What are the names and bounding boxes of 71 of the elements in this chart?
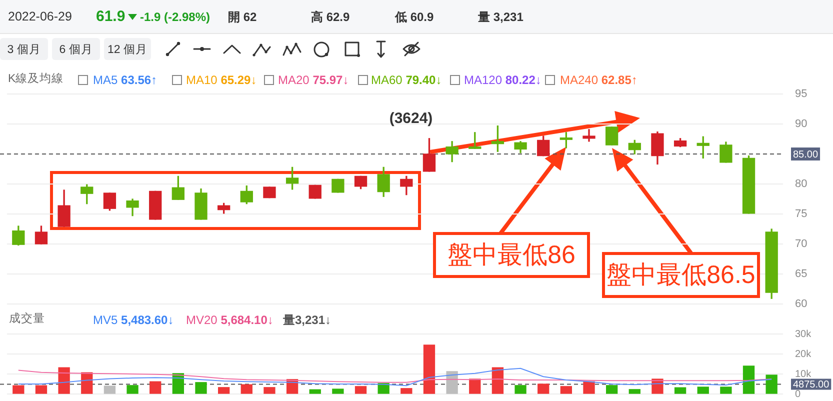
button: 12 個月	[104, 38, 151, 60]
bar	[218, 387, 230, 394]
bar	[378, 383, 390, 394]
bar	[126, 385, 138, 394]
bar	[514, 385, 526, 394]
ref-line-label: 4875.00	[793, 380, 830, 390]
bar	[628, 389, 640, 394]
chart-title: 成交量	[9, 313, 45, 327]
y-tick-label: 60	[795, 298, 808, 310]
bar	[492, 367, 504, 394]
bar	[264, 387, 276, 394]
button: 3 個月	[0, 38, 48, 60]
text: MA10 65.29↓	[186, 72, 257, 87]
bar	[469, 378, 481, 394]
y-tick-label: 0	[795, 388, 801, 400]
candlestick	[582, 129, 596, 142]
text: MV20 5,684.10↓	[186, 312, 274, 327]
bar	[240, 384, 252, 394]
bar	[697, 386, 709, 394]
y-tick-label: 30k	[795, 328, 812, 340]
y-tick-label: 10k	[795, 368, 812, 380]
bar	[332, 388, 344, 394]
text: 高 62.9	[311, 10, 350, 24]
text: MA240 62.85↑	[560, 72, 638, 87]
bar	[720, 386, 732, 394]
bar	[35, 385, 48, 394]
bar	[195, 382, 207, 394]
bar	[58, 367, 70, 394]
y-tick-label: 80	[795, 178, 808, 190]
text: MA5 63.56↑	[93, 72, 158, 87]
bar	[309, 389, 321, 394]
bar	[12, 385, 24, 394]
text: 低 60.9	[395, 10, 434, 24]
callout-box: 盤中最低86.5	[602, 252, 760, 298]
bar	[423, 344, 436, 394]
text: MV5 5,483.60↓	[93, 312, 174, 327]
bar	[400, 388, 412, 394]
text: MA60 79.40↓	[371, 72, 442, 87]
callout-box: 盤中最低86	[433, 232, 590, 278]
y-tick-label: 90	[795, 118, 808, 130]
annotation: 盤中最低86	[448, 241, 576, 269]
text: 2022-06-29	[8, 10, 72, 24]
bar	[446, 371, 458, 394]
y-tick-label: 65	[795, 268, 808, 280]
y-tick-label: 20k	[795, 348, 812, 360]
y-tick-label: 95	[795, 88, 808, 100]
bar	[606, 385, 618, 394]
button: 6 個月	[52, 38, 100, 60]
text: 量 3,231	[478, 10, 524, 24]
bar	[583, 381, 595, 394]
y-tick-label: 70	[795, 238, 808, 250]
bar	[538, 384, 550, 394]
text: -1.9 (-2.98%)	[140, 10, 210, 24]
text: 量3,231↓	[283, 312, 332, 328]
bar	[104, 386, 116, 394]
y-tick-label: 75	[795, 208, 808, 220]
text: K線及均線	[8, 73, 64, 87]
bar	[354, 386, 367, 394]
text: 開 62	[228, 10, 257, 24]
bar	[150, 381, 162, 394]
text: 61.9	[96, 8, 126, 26]
bar	[742, 366, 755, 394]
text: MA20 75.97↓	[278, 72, 349, 87]
text: (3624)	[389, 110, 433, 128]
bar	[674, 387, 686, 394]
ref-line-label: 85.00	[793, 149, 818, 160]
bar	[560, 386, 572, 394]
bar	[766, 374, 778, 394]
text: MA120 80.22↓	[464, 72, 542, 87]
bar	[172, 373, 184, 394]
annotation: 盤中最低86.5	[606, 261, 756, 289]
